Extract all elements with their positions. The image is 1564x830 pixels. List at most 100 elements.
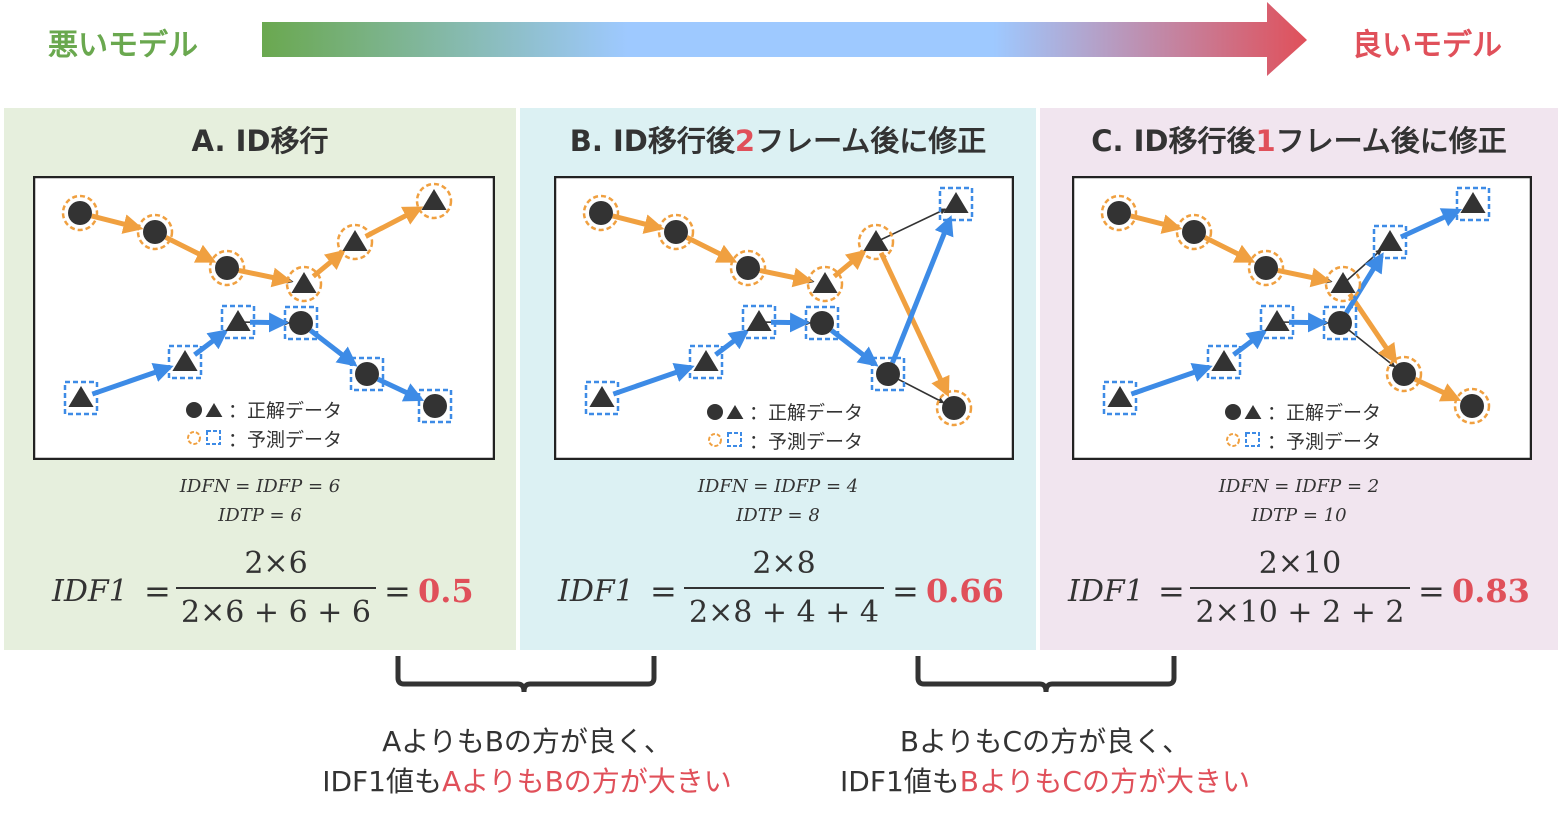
blue-prediction-marker [584,380,620,416]
formula-lhs: IDF1 [1068,574,1144,609]
bracket-bc [915,656,1177,693]
blue-track-link [1232,329,1268,357]
idf1-formula: IDF1 = 2×10 2×10 + 2 + 2 = 0.83 [1040,544,1558,634]
blue-prediction-marker [220,304,256,340]
orange-prediction-marker [61,194,99,232]
gt-triangle [225,310,251,331]
conclusion-line2: IDF1値もBよりもCの方が大きい [790,762,1300,802]
orange-prediction-marker [336,223,374,261]
quality-scale-arrow [262,2,1307,76]
orange-prediction-marker [1247,249,1285,287]
legend-pred-label: ：予測データ [228,429,342,451]
gt-circle [289,311,313,335]
gt-circle [1107,201,1131,225]
orange-prediction-marker [935,389,973,427]
gt-circle [664,220,688,244]
blue-track-link [1399,208,1463,240]
idtp-stat: IDTP = 8 [736,505,820,526]
orange-track-link [311,249,346,279]
panel-title-prefix: B. ID移行後 [569,124,735,158]
gt-circle [1328,311,1352,335]
blue-prediction-marker [1455,186,1491,222]
orange-prediction-marker [729,249,767,287]
gt-circle [1254,256,1278,280]
formula-numerator: 2×8 [752,546,816,581]
orange-prediction-marker [415,182,453,220]
blue-prediction-marker [804,305,840,341]
blue-prediction-marker [870,356,906,392]
orange-track-link [91,213,144,234]
formula-fraction: 2×6 2×6 + 6 + 6 [176,544,376,630]
orange-track-link [612,213,665,234]
orange-prediction-marker [582,194,620,232]
blue-prediction-marker [1259,304,1295,340]
gt-triangle [68,386,94,407]
formula-fraction: 2×8 2×8 + 4 + 4 [684,544,884,630]
orange-prediction-marker [1385,355,1423,393]
blue-prediction-marker [1322,305,1358,341]
panel-title-prefix: C. ID移行後 [1091,124,1256,158]
blue-track-link [1130,363,1213,397]
panel-b: B. ID移行後2フレーム後に修正 ：正解データ ：予測データ IDFN = ID… [520,108,1036,650]
orange-prediction-marker [1175,213,1213,251]
gt-triangle [693,350,719,371]
blue-prediction-marker [1206,344,1242,380]
gt-circle [423,394,447,418]
legend-gt-triangle [1244,405,1262,419]
gt-triangle [812,272,838,293]
blue-track-link [612,363,695,397]
blue-track-link [91,363,174,397]
formula-denominator: 2×8 + 4 + 4 [684,587,884,630]
legend-pred-label: ：予測データ [749,431,863,453]
tracking-diagram-svg: ：正解データ ：予測データ [1072,176,1532,460]
formula-equals: = [892,572,919,610]
formula-equals: = [144,572,171,610]
orange-track-link [1347,292,1398,365]
gt-circle [876,362,900,386]
formula-denominator: 2×6 + 6 + 6 [176,587,376,630]
conclusion-line2-prefix: IDF1値も [322,765,442,798]
gt-circle [143,220,167,244]
blue-prediction-marker [283,305,319,341]
legend-gt-circle [1225,404,1241,420]
gt-circle [736,256,760,280]
formula-numerator: 2×6 [244,546,308,581]
formula-fraction: 2×10 2×10 + 2 + 2 [1190,544,1410,630]
orange-track-link [759,267,814,288]
gt-triangle [1264,310,1290,331]
formula-equals: = [650,572,677,610]
comparison-brackets [395,656,1177,693]
panel-title: C. ID移行後1フレーム後に修正 [1040,118,1558,160]
gt-triangle [863,230,889,251]
formula-equals: = [384,572,411,610]
idf1-result: 0.66 [926,572,1004,610]
gt-circle [1182,220,1206,244]
tracking-diagram: ：正解データ ：予測データ [1072,176,1532,460]
orange-track-link [1130,213,1183,234]
blue-track-link [193,329,229,357]
bracket-ab [395,656,657,693]
panel-a: A. ID移行 ：正解データ ：予測データ IDFN = IDFP = 6 IDT… [4,108,516,650]
orange-track-link [685,235,738,264]
panel-title-suffix: フレーム後に修正 [755,124,987,158]
tracking-diagram-svg: ：正解データ ：予測データ [554,176,1014,460]
blue-prediction-marker [167,344,203,380]
idtp-stat: IDTP = 6 [218,505,302,526]
blue-prediction-marker [1102,380,1138,416]
idfn-idfp-stat: IDFN = IDFP = 2 [1218,476,1380,497]
conclusion-line2-highlight: AよりもBの方が大きい [441,765,732,798]
blue-prediction-marker [688,344,724,380]
formula-equals: = [1418,572,1445,610]
orange-track-link [1203,235,1256,264]
gt-circle [215,256,239,280]
orange-prediction-marker [208,249,246,287]
blue-prediction-marker [1372,224,1408,260]
panel-title-text: A. ID移行 [191,124,329,158]
blue-track-link [770,312,811,333]
gt-circle [589,201,613,225]
gt-circle [1460,394,1484,418]
panel-title: B. ID移行後2フレーム後に修正 [520,118,1036,160]
legend-pred-square [206,430,221,445]
conclusion-line2-highlight: BよりもCの方が大きい [959,765,1250,798]
conclusion-b-vs-c: BよりもCの方が良く、 IDF1値もBよりもCの方が大きい [790,722,1300,802]
